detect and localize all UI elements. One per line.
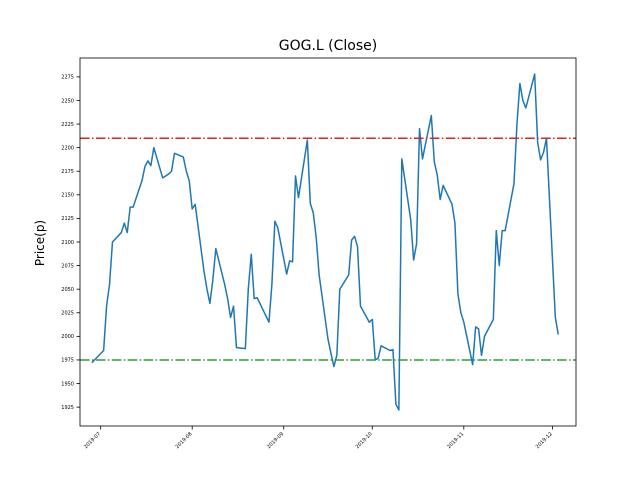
y-tick-label: 2225 bbox=[61, 122, 74, 128]
y-tick-label: 2050 bbox=[61, 287, 74, 293]
y-axis-label: Price(p) bbox=[33, 220, 47, 266]
y-tick-label: 2125 bbox=[61, 216, 74, 222]
y-tick-label: 2100 bbox=[61, 240, 74, 246]
y-tick-label: 1950 bbox=[61, 381, 74, 387]
series-line bbox=[91, 73, 560, 411]
axes-frame bbox=[79, 57, 577, 427]
y-tick-label: 2275 bbox=[61, 75, 74, 81]
chart-title: GOG.L (Close) bbox=[279, 38, 377, 54]
y-tick-label: 2000 bbox=[61, 334, 74, 340]
y-tick-label: 2175 bbox=[61, 169, 74, 175]
y-tick-label: 2200 bbox=[61, 145, 74, 151]
y-tick-label: 2150 bbox=[61, 193, 74, 199]
y-tick-label: 1925 bbox=[61, 405, 74, 411]
y-tick-label: 2075 bbox=[61, 263, 74, 269]
y-tick-label: 2250 bbox=[61, 98, 74, 104]
y-tick-label: 2025 bbox=[61, 311, 74, 317]
y-tick-label: 1975 bbox=[61, 358, 74, 364]
